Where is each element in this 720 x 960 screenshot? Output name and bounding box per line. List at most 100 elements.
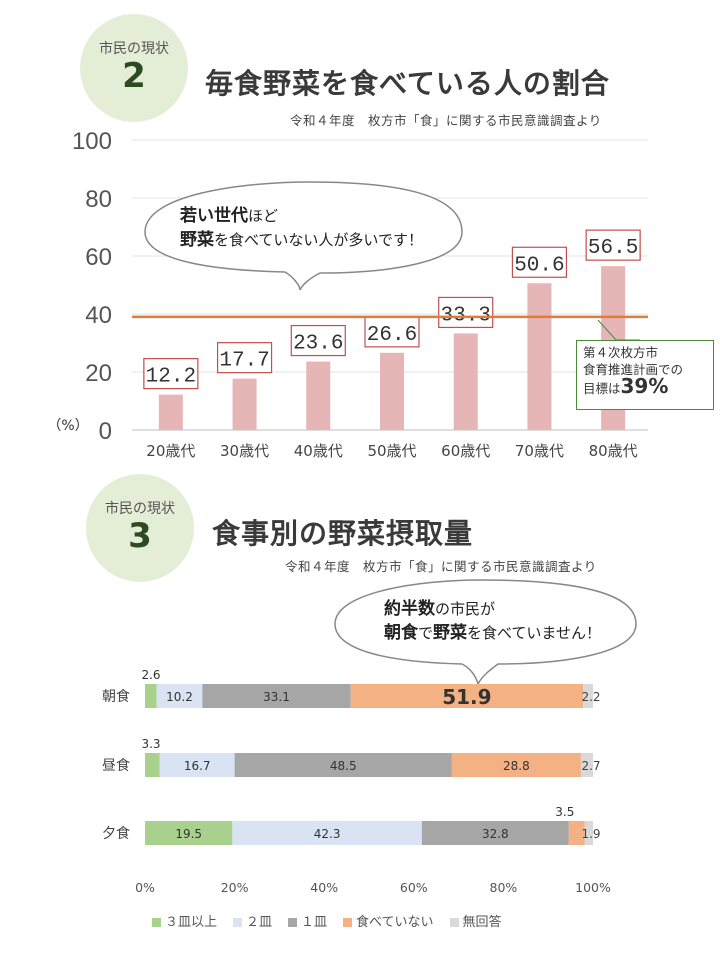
- value-label: 23.6: [293, 333, 343, 356]
- bar: [232, 378, 257, 430]
- bar: [306, 361, 331, 430]
- stack-segment: [232, 821, 422, 845]
- target-line-2: 食育推進計画での: [583, 362, 684, 377]
- bubble2-bold-3: 野菜: [433, 623, 468, 643]
- y-tick-label: 40: [85, 302, 112, 329]
- legend-item: １皿: [288, 915, 327, 930]
- bubble1-text-1: ほど: [248, 207, 279, 225]
- value-label-box: [290, 324, 346, 357]
- badge-section-2: 市民の現状 3: [86, 474, 194, 582]
- chart2-legend: ３皿以上 ２皿 １皿 食べていない 無回答: [152, 911, 518, 930]
- value-label-box: [143, 358, 199, 390]
- y-tick-label: 夕食: [102, 825, 130, 842]
- legend-item: ２皿: [233, 915, 272, 930]
- legend-swatch: [449, 918, 459, 927]
- badge-number: 3: [128, 516, 152, 556]
- value-label: 42.3: [314, 827, 341, 841]
- y-tick-label: 60: [85, 244, 112, 271]
- x-tick-label: 60歳代: [441, 442, 490, 460]
- x-tick-label: 20歳代: [146, 442, 195, 460]
- x-tick-label: 40%: [310, 880, 338, 895]
- legend-swatch: [152, 918, 161, 927]
- badge-number: 2: [122, 56, 146, 96]
- value-label: 17.7: [219, 350, 269, 373]
- chart1-title: 毎食野菜を食べている人の割合: [205, 67, 610, 100]
- stack-segment: [159, 753, 235, 777]
- legend-swatch: [288, 918, 298, 927]
- stack-segment: [145, 684, 157, 708]
- stack-segment: [580, 753, 593, 777]
- bar: [453, 333, 478, 430]
- bar: [158, 394, 183, 430]
- badge-section-1: 市民の現状 2: [80, 14, 188, 122]
- value-label: 32.8: [482, 827, 509, 841]
- value-label: 3.5: [555, 805, 574, 819]
- value-label-box: [364, 316, 420, 348]
- chart2-title: 食事別の野菜摂取量: [212, 517, 474, 550]
- target-value: 39%: [620, 374, 669, 398]
- legend-item: 食べていない: [343, 915, 434, 930]
- legend-swatch: [343, 918, 353, 927]
- x-tick-label: 40歳代: [294, 442, 343, 460]
- x-tick-label: 20%: [221, 880, 249, 895]
- value-label: 19.5: [175, 827, 202, 841]
- bar: [527, 283, 552, 430]
- legend-item: ３皿以上: [152, 915, 217, 930]
- value-label: 3.3: [141, 737, 160, 751]
- bubble1-bold-1: 若い世代: [180, 206, 248, 226]
- x-tick-label: 80歳代: [589, 442, 638, 460]
- stack-segment: [568, 821, 585, 845]
- value-label-box: [438, 296, 494, 329]
- chart2-svg: 0% 20% 40% 60% 80% 100% 朝食 2.6 10.2 33.1 51.9 2.2 昼食…: [102, 579, 637, 895]
- value-label: 33.1: [263, 690, 290, 704]
- legend-label: 無回答: [462, 915, 502, 930]
- bubble2-text-3: を食べていません！: [467, 624, 601, 642]
- chart2-speech-bubble: [334, 579, 637, 687]
- value-label: 16.7: [184, 759, 211, 773]
- stack-segment: [350, 684, 584, 708]
- value-label: 1.9: [581, 827, 600, 841]
- bubble1-bold-2: 野菜: [180, 230, 214, 250]
- value-label: 26.6: [367, 324, 417, 347]
- badge-label: 市民の現状: [105, 501, 175, 517]
- legend-label: ３皿以上: [165, 915, 218, 930]
- stack-segment: [451, 753, 581, 777]
- x-tick-label: 60%: [400, 880, 428, 895]
- stack-segment: [145, 753, 160, 777]
- x-tick-label: 80%: [490, 880, 518, 895]
- target-annotation: 第４次枚方市 食育推進計画での 目標は39%: [576, 340, 714, 410]
- value-label: 51.9: [442, 685, 491, 709]
- x-tick-label: 70歳代: [515, 442, 564, 460]
- value-label: 2.7: [581, 759, 600, 773]
- bubble2-bold-2: 朝食: [384, 623, 418, 643]
- value-label: 2.6: [141, 668, 160, 682]
- x-tick-label: 0%: [135, 880, 155, 895]
- stack-segment: [584, 821, 593, 845]
- y-tick-label: 朝食: [102, 688, 130, 705]
- legend-item: 無回答: [449, 915, 502, 930]
- bubble1-text-2: を食べていない人が多いです！: [214, 231, 423, 249]
- bubble2-text-1: の市民が: [435, 600, 496, 618]
- x-tick-label: 30歳代: [220, 442, 269, 460]
- value-label: 10.2: [166, 690, 193, 704]
- value-label: 50.6: [514, 254, 564, 277]
- y-tick-label: 100: [72, 128, 112, 155]
- value-label-box: [585, 229, 641, 261]
- badge-label: 市民の現状: [99, 41, 169, 57]
- y-tick-label: 昼食: [102, 757, 130, 774]
- legend-swatch: [233, 918, 243, 927]
- y-tick-label: 80: [85, 186, 112, 213]
- value-label: 48.5: [330, 759, 357, 773]
- value-label-box: [511, 246, 568, 278]
- value-label: 28.8: [503, 759, 530, 773]
- x-tick-label: 50歳代: [367, 442, 416, 460]
- bubble2-text-2: で: [418, 624, 434, 642]
- x-tick-label: 100%: [575, 880, 611, 895]
- stack-segment: [583, 684, 593, 708]
- stack-segment: [156, 684, 203, 708]
- bubble-outline: [144, 181, 463, 291]
- chart1-speech-bubble: [144, 181, 463, 291]
- stack-segment: [145, 821, 233, 845]
- y-axis-label: （%）: [47, 418, 88, 434]
- chart1-source: 令和４年度 枚方市「食」に関する市民意識調査より: [290, 113, 602, 128]
